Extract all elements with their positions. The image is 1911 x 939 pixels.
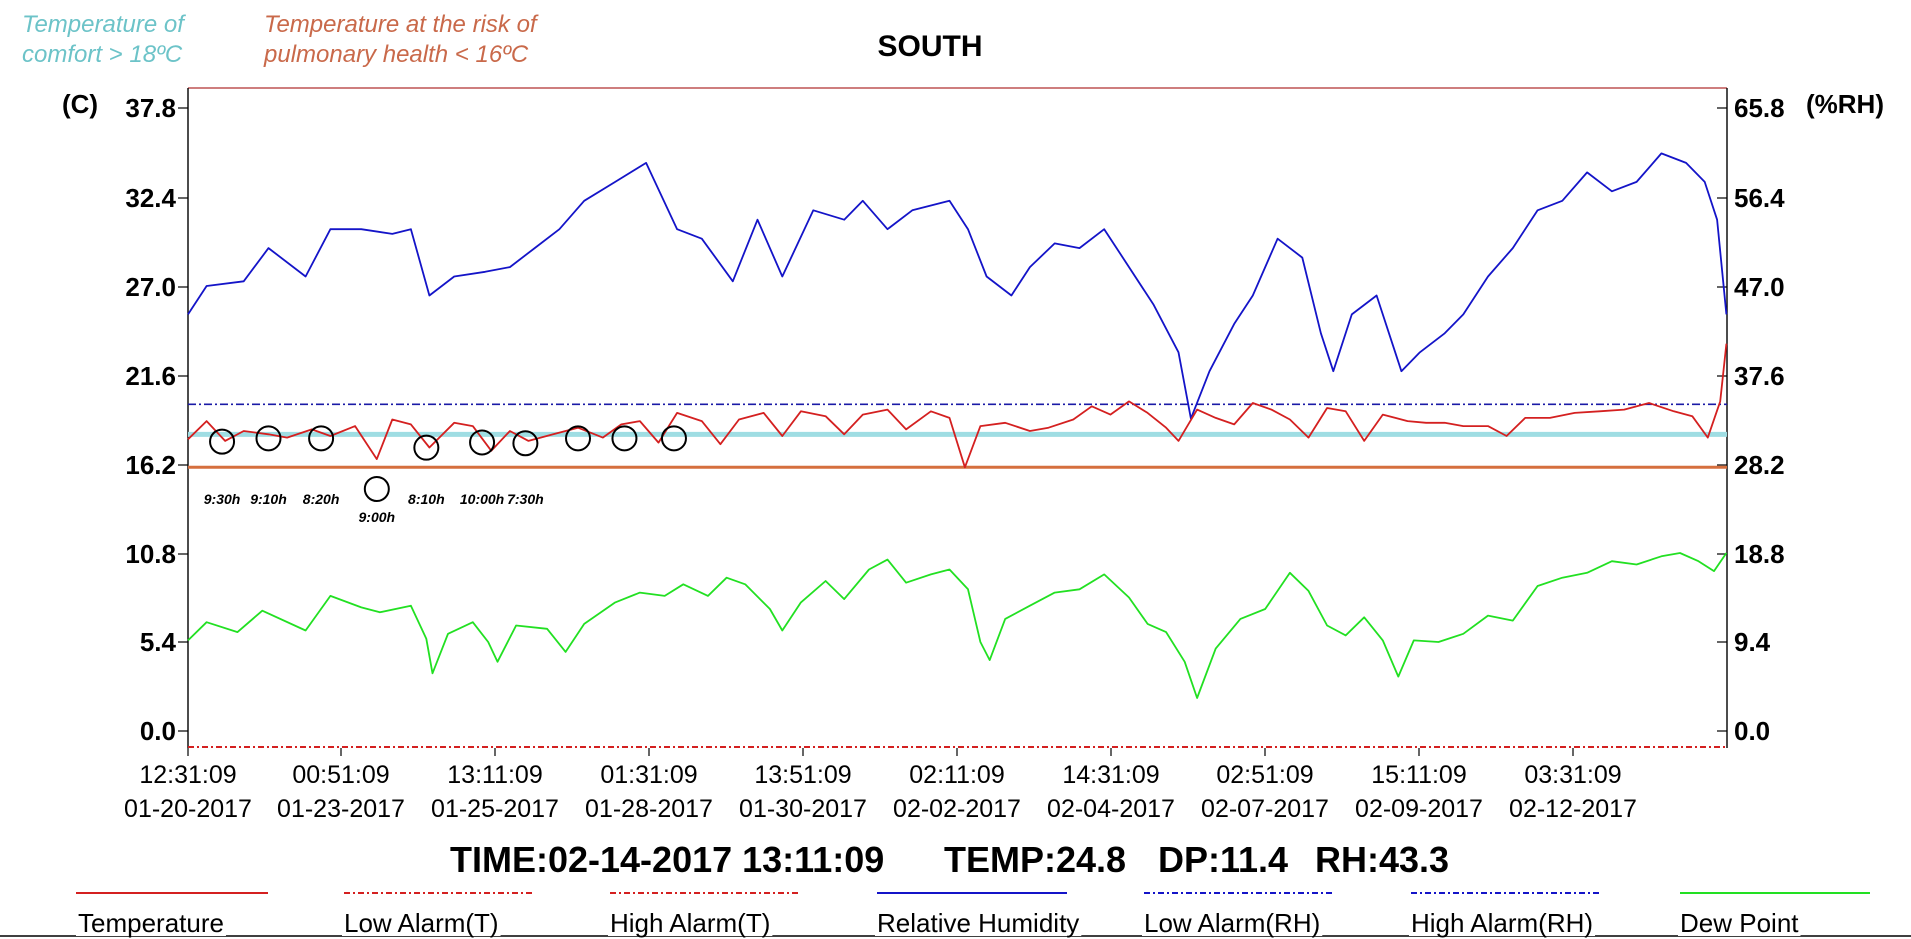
annotation-label: 9:00h xyxy=(359,509,396,525)
risk-note-line2: pulmonary health < 16ºC xyxy=(263,41,529,68)
x-tick-time: 14:31:09 xyxy=(1062,761,1159,789)
annotation-label: 8:20h xyxy=(303,491,340,507)
series-line-dew-point xyxy=(187,552,1728,699)
annotation-label: 9:10h xyxy=(250,491,287,507)
annotation-circle xyxy=(308,425,335,452)
comfort-note-line1: Temperature of xyxy=(22,11,186,38)
legend-label-bg xyxy=(1678,906,1801,936)
x-tick-time: 02:11:09 xyxy=(909,761,1004,789)
x-tick-date: 02-07-2017 xyxy=(1201,795,1329,823)
x-tick-date: 02-02-2017 xyxy=(893,795,1021,823)
x-tick-time: 03:31:09 xyxy=(1524,761,1621,789)
x-tick-time: 13:11:09 xyxy=(447,761,542,789)
legend-label-bg xyxy=(1142,906,1323,936)
x-tick-date: 01-28-2017 xyxy=(585,795,713,823)
legend-label: Low Alarm(T) xyxy=(344,908,499,938)
legend-label-bg xyxy=(1409,906,1596,936)
left-tick-label: 21.6 xyxy=(125,361,176,391)
x-tick-date: 02-04-2017 xyxy=(1047,795,1175,823)
comfort-note-line2: comfort > 18ºC xyxy=(22,41,183,68)
legend-label-bg xyxy=(76,906,226,936)
annotation-circle xyxy=(512,430,539,457)
series-line-relative-humidity xyxy=(187,152,1728,420)
legend-label-bg xyxy=(342,906,501,936)
left-tick-label: 27.0 xyxy=(125,272,176,302)
legend-label: High Alarm(RH) xyxy=(1411,908,1593,938)
right-tick-label: 18.8 xyxy=(1734,539,1785,569)
series-line-temperature xyxy=(187,343,1728,469)
right-axis-ticks: 65.8 56.4 47.0 37.6 28.2 18.8 9.4 0.0 xyxy=(1717,93,1785,746)
plot-area xyxy=(187,87,1728,748)
x-tick-date: 01-20-2017 xyxy=(124,795,252,823)
status-dp: DP:11.4 xyxy=(1158,839,1288,880)
annotations: 9:30h 9:10h 8:20h 9:00h 8:10h 10:00h 7:30h xyxy=(204,425,687,525)
right-tick-label: 56.4 xyxy=(1734,183,1785,213)
left-tick-label: 10.8 xyxy=(125,539,176,569)
right-axis-label: (%RH) xyxy=(1806,89,1884,119)
annotation-label: 10:00h xyxy=(460,491,504,507)
annotation-circle xyxy=(611,425,638,452)
annotation-label: 9:30h xyxy=(204,491,241,507)
chart-title: SOUTH xyxy=(878,30,983,63)
reference-lines xyxy=(188,403,1727,469)
annotation-label: 8:10h xyxy=(408,491,445,507)
annotation-circle xyxy=(469,429,496,456)
annotation-circle xyxy=(255,425,282,452)
left-axis-label: (C) xyxy=(62,89,98,119)
annotation-circle xyxy=(363,476,390,502)
risk-note-line1: Temperature at the risk of xyxy=(264,11,539,38)
right-tick-label: 0.0 xyxy=(1734,716,1770,746)
legend-label-bg xyxy=(608,906,773,936)
series-layer xyxy=(187,152,1728,699)
legend: Temperature Low Alarm(T) High Alarm(T) Rela… xyxy=(0,892,1911,938)
x-tick-time: 00:51:09 xyxy=(292,761,389,789)
x-tick-date: 01-30-2017 xyxy=(739,795,867,823)
right-tick-label: 9.4 xyxy=(1734,627,1771,657)
x-tick-date: 02-12-2017 xyxy=(1509,795,1637,823)
legend-label: Relative Humidity xyxy=(877,908,1079,938)
left-tick-label: 37.8 xyxy=(125,93,176,123)
status-time: TIME:02-14-2017 13:11:09 xyxy=(450,839,884,880)
legend-label: Low Alarm(RH) xyxy=(1144,908,1320,938)
right-tick-label: 28.2 xyxy=(1734,450,1785,480)
x-tick-date: 01-23-2017 xyxy=(277,795,405,823)
legend-label: Dew Point xyxy=(1680,908,1799,938)
x-tick-time: 12:31:09 xyxy=(139,761,236,789)
x-tick-time: 01:31:09 xyxy=(600,761,697,789)
left-tick-label: 0.0 xyxy=(140,716,176,746)
x-tick-time: 15:11:09 xyxy=(1371,761,1466,789)
left-axis-ticks: 37.8 32.4 27.0 21.6 16.2 10.8 5.4 0.0 xyxy=(125,93,188,746)
x-axis-ticks: 12:31:09 01-20-2017 00:51:09 01-23-2017 13:1… xyxy=(124,748,1637,823)
left-tick-label: 16.2 xyxy=(125,450,176,480)
left-tick-label: 32.4 xyxy=(125,183,176,213)
annotation-circle xyxy=(209,428,236,455)
left-tick-label: 5.4 xyxy=(140,627,177,657)
annotation-label: 7:30h xyxy=(507,491,544,507)
right-tick-label: 65.8 xyxy=(1734,93,1785,123)
legend-label: Temperature xyxy=(78,908,224,938)
legend-label: High Alarm(T) xyxy=(610,908,770,938)
annotation-circle xyxy=(413,434,440,461)
right-tick-label: 37.6 xyxy=(1734,361,1785,391)
legend-label-bg xyxy=(875,906,1082,936)
annotation-circle xyxy=(565,425,592,452)
status-rh: RH:43.3 xyxy=(1315,839,1449,880)
status-temp: TEMP:24.8 xyxy=(944,839,1126,880)
x-tick-time: 02:51:09 xyxy=(1216,761,1313,789)
right-tick-label: 47.0 xyxy=(1734,272,1785,302)
x-tick-date: 02-09-2017 xyxy=(1355,795,1483,823)
x-tick-time: 13:51:09 xyxy=(754,761,851,789)
x-tick-date: 01-25-2017 xyxy=(431,795,559,823)
annotation-circle xyxy=(660,425,687,452)
